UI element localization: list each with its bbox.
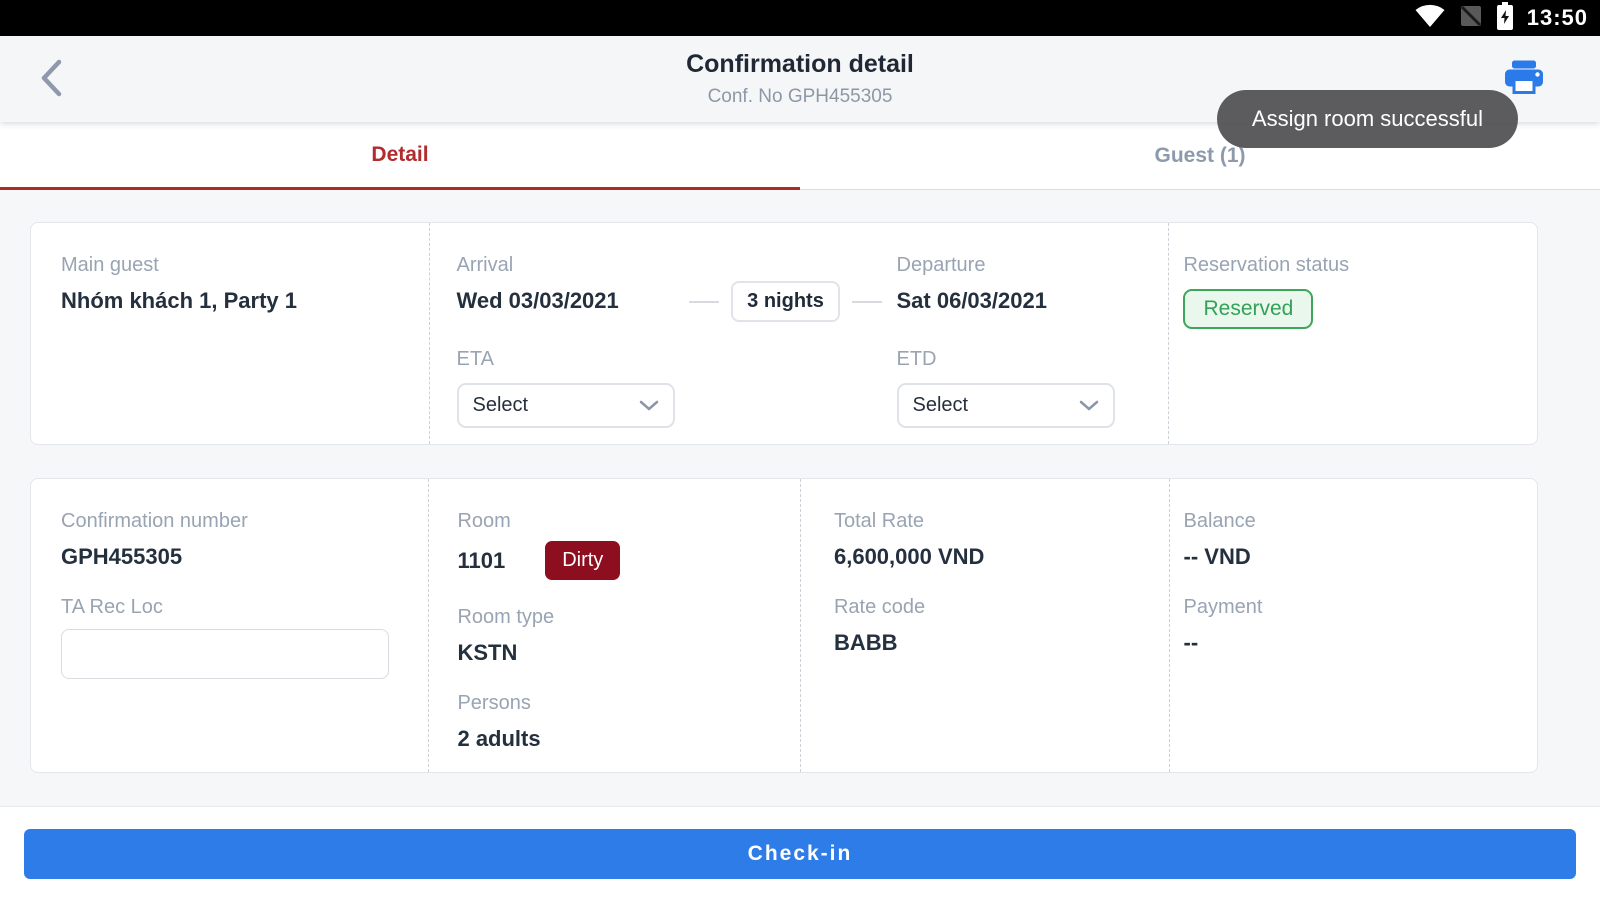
eta-label: ETA <box>456 348 494 370</box>
status-time: 13:50 <box>1526 5 1588 30</box>
arrival-date: Wed 03/03/2021 <box>456 288 619 313</box>
nights-badge: 3 nights <box>731 281 840 322</box>
confirmation-section: Confirmation number GPH455305 TA Rec Loc <box>31 479 428 772</box>
print-button[interactable] <box>1504 60 1544 98</box>
total-rate-value: 6,600,000 VND <box>833 544 985 569</box>
stay-dates-section: Arrival Wed 03/03/2021 3 nights Departur… <box>428 223 1169 444</box>
eta-etd-row: ETA Select ETD Select <box>430 348 1169 428</box>
ta-rec-loc-field: TA Rec Loc <box>61 596 428 679</box>
departure-block: Departure Sat 06/03/2021 <box>897 254 1151 322</box>
room-number: 1101 <box>457 547 506 573</box>
print-icon <box>1504 60 1544 98</box>
main-guest-label: Main guest <box>61 254 159 276</box>
chevron-down-icon <box>1079 394 1099 417</box>
tab-guest[interactable]: Guest (1) <box>800 122 1600 190</box>
etd-select[interactable]: Select <box>896 383 1115 428</box>
balance-label: Balance <box>1183 510 1256 532</box>
balance-value: -- VND <box>1183 544 1251 569</box>
etd-select-value: Select <box>912 394 969 416</box>
confirmation-number-subtitle: Conf. No GPH455305 <box>707 86 893 107</box>
main-guest-section: Main guest Nhóm khách 1, Party 1 <box>31 223 429 444</box>
etd-label: ETD <box>896 348 937 370</box>
persons-field: Persons 2 adults <box>457 692 800 752</box>
check-in-button[interactable]: Check-in <box>24 829 1576 879</box>
eta-select[interactable]: Select <box>456 383 675 428</box>
confirmation-number-field: Confirmation number GPH455305 <box>61 510 428 570</box>
tab-detail[interactable]: Detail <box>0 122 800 190</box>
confirmation-number-label: Confirmation number <box>61 510 248 532</box>
ta-rec-loc-label: TA Rec Loc <box>61 596 163 618</box>
payment-value: -- <box>1183 630 1199 655</box>
room-type-label: Room type <box>457 606 555 628</box>
content: Main guest Nhóm khách 1, Party 1 Arrival… <box>0 190 1600 773</box>
balance-field: Balance -- VND <box>1184 510 1538 570</box>
room-field: Room 1101 Dirty <box>457 510 800 580</box>
dates-row: Arrival Wed 03/03/2021 3 nights Departur… <box>430 254 1169 322</box>
toast-assign-room: Assign room successful <box>1216 90 1518 148</box>
arrival-label: Arrival <box>456 254 514 276</box>
rate-code-value: BABB <box>833 630 898 655</box>
ta-rec-loc-input[interactable] <box>61 629 389 679</box>
departure-date: Sat 06/03/2021 <box>896 288 1047 313</box>
reservation-details-card: Confirmation number GPH455305 TA Rec Loc… <box>30 478 1538 773</box>
back-button[interactable] <box>28 56 74 102</box>
rate-code-field: Rate code BABB <box>834 596 1169 656</box>
battery-charging-icon <box>1496 1 1513 35</box>
nights-connector: 3 nights <box>675 281 897 322</box>
status-bar: 13:50 <box>0 0 1600 36</box>
rate-section: Total Rate 6,600,000 VND Rate code BABB <box>799 479 1169 772</box>
etd-block: ETD Select <box>896 348 1115 428</box>
room-section: Room 1101 Dirty Room type KSTN Persons 2… <box>428 479 800 772</box>
balance-section: Balance -- VND Payment -- <box>1168 479 1538 772</box>
eta-block: ETA Select <box>456 348 675 428</box>
confirmation-number-value: GPH455305 <box>61 544 183 569</box>
reservation-status-label: Reservation status <box>1183 254 1350 276</box>
eta-select-value: Select <box>472 394 529 416</box>
no-sim-icon <box>1459 3 1483 34</box>
header: Confirmation detail Conf. No GPH455305 <box>0 36 1600 122</box>
main-guest-value: Nhóm khách 1, Party 1 <box>61 288 297 313</box>
persons-label: Persons <box>457 692 531 714</box>
header-center: Confirmation detail Conf. No GPH455305 <box>0 50 1600 108</box>
payment-field: Payment -- <box>1184 596 1538 656</box>
room-type-field: Room type KSTN <box>457 606 800 666</box>
payment-label: Payment <box>1183 596 1263 618</box>
room-line: 1101 Dirty <box>457 541 800 580</box>
footer-bar: Check-in <box>0 806 1600 900</box>
rate-code-label: Rate code <box>833 596 926 618</box>
total-rate-field: Total Rate 6,600,000 VND <box>834 510 1169 570</box>
room-type-value: KSTN <box>457 640 518 665</box>
connector-dash-left <box>689 300 720 303</box>
room-status-badge: Dirty <box>545 541 621 580</box>
stay-summary-card: Main guest Nhóm khách 1, Party 1 Arrival… <box>30 222 1538 445</box>
departure-label: Departure <box>896 254 986 276</box>
total-rate-label: Total Rate <box>833 510 925 532</box>
arrival-block: Arrival Wed 03/03/2021 <box>457 254 675 322</box>
reservation-status-badge: Reserved <box>1183 289 1314 329</box>
page-title: Confirmation detail <box>686 50 914 78</box>
room-label: Room <box>457 510 511 532</box>
chevron-down-icon <box>639 394 659 417</box>
reservation-status-section: Reservation status Reserved <box>1168 223 1537 444</box>
back-chevron-icon <box>38 58 64 101</box>
connector-dash-right <box>851 300 882 303</box>
wifi-icon <box>1415 4 1445 33</box>
persons-value: 2 adults <box>457 726 541 751</box>
